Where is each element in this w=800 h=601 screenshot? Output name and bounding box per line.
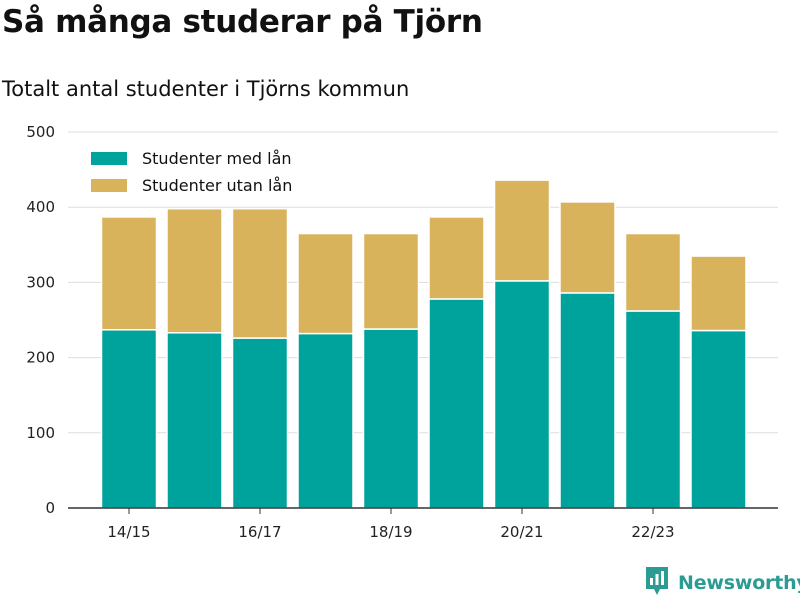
- legend: Studenter med lån Studenter utan lån: [91, 149, 292, 195]
- brand-name: Newsworthy: [678, 572, 800, 594]
- y-tick-label: 0: [45, 499, 55, 517]
- y-tick-label: 400: [26, 198, 55, 216]
- bar-segment-utan-lan: [493, 179, 551, 282]
- chart-title: Så många studerar på Tjörn: [2, 4, 483, 40]
- bar-segment-utan-lan: [231, 207, 289, 339]
- legend-swatch-utan-lan: [91, 179, 127, 192]
- bar-segment-med-lan: [166, 332, 223, 509]
- y-tick-label: 500: [26, 123, 55, 141]
- x-tick-label: 14/15: [107, 523, 150, 541]
- legend-label-utan-lan: Studenter utan lån: [142, 176, 292, 195]
- newsworthy-brand: Newsworthy: [644, 566, 800, 600]
- bar-segment-utan-lan: [100, 216, 158, 331]
- bar-segment-utan-lan: [624, 232, 682, 312]
- x-tick-label: 22/23: [631, 523, 674, 541]
- bar-segment-utan-lan: [362, 232, 420, 330]
- chart-subtitle: Totalt antal studenter i Tjörns kommun: [2, 77, 410, 101]
- x-axis-ticks: 14/15 16/17 18/19 20/21 22/23: [107, 508, 675, 541]
- bar-segment-med-lan: [231, 337, 289, 509]
- legend-label-med-lan: Studenter med lån: [142, 149, 292, 168]
- bars: [100, 179, 747, 509]
- y-tick-label: 200: [26, 349, 55, 367]
- y-axis-ticks: 0 100 200 300 400 500: [26, 123, 55, 517]
- bar-segment-med-lan: [428, 298, 485, 509]
- bar-segment-med-lan: [100, 329, 158, 509]
- bar-segment-utan-lan: [690, 255, 747, 332]
- bar-segment-utan-lan: [428, 216, 485, 300]
- bar-segment-med-lan: [362, 328, 420, 509]
- legend-swatch-med-lan: [91, 152, 127, 165]
- bar-segment-med-lan: [297, 332, 354, 509]
- y-tick-label: 300: [26, 273, 55, 291]
- newsworthy-logo-icon: [644, 565, 670, 601]
- bar-segment-med-lan: [493, 280, 551, 509]
- y-tick-label: 100: [26, 424, 55, 442]
- bar-segment-utan-lan: [297, 232, 354, 335]
- bar-segment-med-lan: [624, 310, 682, 509]
- bar-segment-utan-lan: [166, 207, 223, 334]
- bar-segment-med-lan: [559, 292, 616, 509]
- bar-segment-med-lan: [690, 329, 747, 509]
- x-tick-label: 16/17: [238, 523, 281, 541]
- x-tick-label: 20/21: [500, 523, 543, 541]
- bar-segment-utan-lan: [559, 201, 616, 294]
- x-tick-label: 18/19: [369, 523, 412, 541]
